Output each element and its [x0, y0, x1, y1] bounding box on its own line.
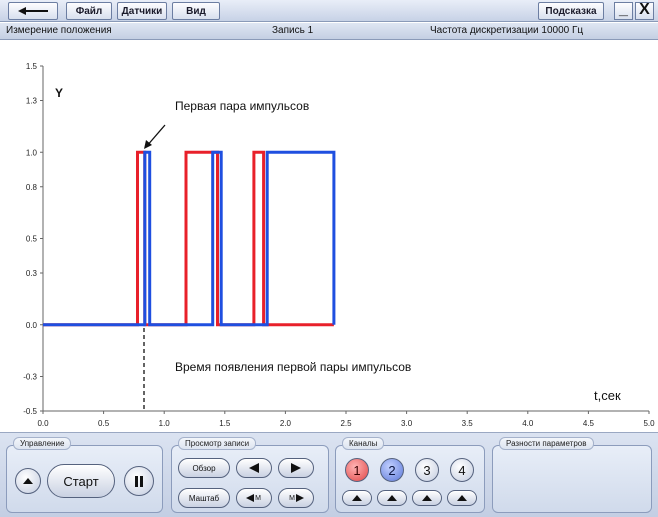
channel-4-button[interactable]: 4: [450, 458, 474, 482]
close-button[interactable]: X: [635, 2, 654, 20]
triangle-up-icon: [457, 495, 467, 501]
x-tick-label: 2.5: [340, 419, 352, 428]
arrow-left-icon: [18, 7, 48, 15]
y-tick-label: 0.3: [26, 269, 38, 278]
channel-1-button[interactable]: 1: [345, 458, 369, 482]
x-tick-label: 4.5: [583, 419, 595, 428]
channel-3-toggle[interactable]: [412, 490, 442, 506]
pause-icon: [135, 475, 143, 487]
chart-axes: [40, 65, 650, 414]
y-tick-label: 1.5: [26, 62, 38, 71]
triangle-right-icon: [295, 494, 304, 502]
x-tick-label: 5.0: [643, 419, 655, 428]
mark-left-button[interactable]: M: [236, 488, 272, 508]
series-line-1: [43, 150, 334, 327]
annotation-first-pair-time: Время появления первой пары импульсов: [175, 360, 411, 374]
x-tick-label: 4.0: [522, 419, 534, 428]
mark-right-label: M: [289, 494, 295, 502]
x-tick-labels: 0.0 0.5 1.0 1.5 2.0 2.5 3.0 3.5 4.0 4.5 5.0: [37, 419, 655, 428]
hint-button[interactable]: Подсказка: [538, 2, 604, 20]
scroll-left-button[interactable]: [236, 458, 272, 478]
channel-2-toggle[interactable]: [377, 490, 407, 506]
mark-left-label: M: [255, 494, 261, 502]
triangle-left-icon: [246, 494, 255, 502]
x-tick-label: 3.0: [401, 419, 413, 428]
record-view-group-title: Просмотр записи: [178, 437, 257, 450]
triangle-left-icon: [249, 463, 259, 473]
position-chart[interactable]: 0.0 0.5 1.0 1.5 2.0 2.5 3.0 3.5 4.0 4.5 5.0 -0.5-0…: [0, 41, 658, 431]
channels-group-title: Каналы: [342, 437, 385, 450]
menu-sensors[interactable]: Датчики: [117, 2, 167, 20]
record-view-group: Просмотр записи Обзор Маштаб M M: [171, 437, 329, 513]
y-tick-label: -0.5: [23, 407, 37, 416]
channel-3-button[interactable]: 3: [415, 458, 439, 482]
triangle-up-icon: [352, 495, 362, 501]
bottom-panel: Управление Старт Просмотр записи Обзор М…: [0, 432, 658, 517]
annotation-arrow: [144, 124, 166, 149]
y-tick-label: 1.0: [26, 148, 38, 157]
series-line-2: [43, 150, 336, 327]
mark-right-button[interactable]: M: [278, 488, 314, 508]
annotation-first-pair: Первая пара импульсов: [175, 99, 309, 113]
overview-button[interactable]: Обзор: [178, 458, 230, 478]
status-bar: Измерение положения Запись 1 Частота дис…: [0, 23, 658, 40]
triangle-up-icon: [387, 495, 397, 501]
up-button[interactable]: [15, 468, 41, 494]
start-button[interactable]: Старт: [47, 464, 115, 498]
x-tick-label: 2.0: [280, 419, 292, 428]
x-tick-label: 0.5: [98, 419, 110, 428]
scroll-right-button[interactable]: [278, 458, 314, 478]
y-tick-label: 1.3: [26, 97, 38, 106]
x-tick-label: 3.5: [462, 419, 474, 428]
channels-group: Каналы 1 2 3 4: [335, 437, 485, 513]
triangle-up-icon: [23, 478, 33, 484]
y-tick-label: 0.5: [26, 235, 38, 244]
menu-view[interactable]: Вид: [172, 2, 220, 20]
channel-1-toggle[interactable]: [342, 490, 372, 506]
y-tick-label: 0.0: [26, 321, 38, 330]
x-tick-label: 1.5: [219, 419, 231, 428]
x-axis-label: t,сек: [594, 388, 621, 403]
minimize-button[interactable]: _: [614, 2, 633, 20]
sampling-rate-label: Частота дискретизации 10000 Гц: [430, 25, 584, 36]
x-tick-label: 1.0: [159, 419, 171, 428]
parameter-diffs-group: Разности параметров: [492, 437, 652, 513]
chart-series: [43, 150, 336, 327]
triangle-right-icon: [291, 463, 301, 473]
y-tick-label: 0.8: [26, 183, 38, 192]
channel-2-button[interactable]: 2: [380, 458, 404, 482]
back-button[interactable]: [8, 2, 58, 20]
menu-bar: Файл Датчики Вид Подсказка _ X: [0, 0, 658, 22]
control-group-title: Управление: [13, 437, 72, 450]
control-group: Управление Старт: [6, 437, 163, 513]
y-axis-label: Y: [55, 86, 63, 100]
x-tick-label: 0.0: [37, 419, 49, 428]
parameter-diffs-group-title: Разности параметров: [499, 437, 594, 450]
channel-4-toggle[interactable]: [447, 490, 477, 506]
mode-label: Измерение положения: [6, 25, 112, 36]
record-label: Запись 1: [272, 25, 314, 36]
y-tick-labels: -0.5 -0.3 0.0 0.3 0.5 0.8 1.0 1.3 1.5: [23, 62, 37, 416]
menu-file[interactable]: Файл: [66, 2, 112, 20]
scale-button[interactable]: Маштаб: [178, 488, 230, 508]
pause-button[interactable]: [124, 466, 154, 496]
y-tick-label: -0.3: [23, 373, 37, 382]
triangle-up-icon: [422, 495, 432, 501]
